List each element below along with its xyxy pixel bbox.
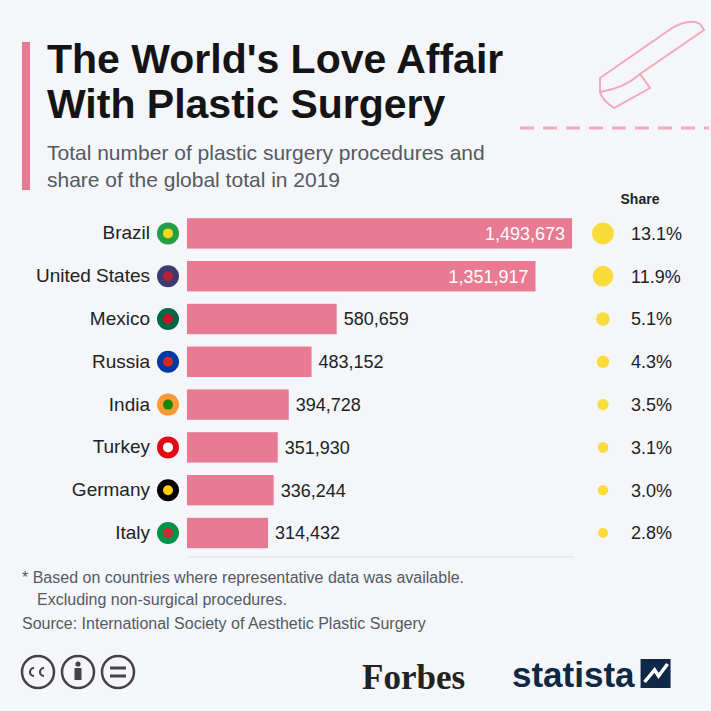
share-column: 13.1% 11.9% 5.1% 4.3% 3.5% 3.1% 3.0% 2.8% (592, 223, 682, 544)
share-label: 3.0% (631, 481, 672, 501)
scalpel-icon (600, 22, 704, 108)
y-tick: Mexico (90, 308, 150, 329)
license-circle (62, 656, 94, 688)
license-cc (30, 668, 44, 676)
share-label: 2.8% (631, 523, 672, 543)
share-label: 4.3% (631, 352, 672, 372)
x-axis-line (188, 556, 575, 557)
category-label: Germany (72, 479, 151, 500)
brand-logo-mark (645, 664, 668, 682)
flag-icon (157, 222, 179, 244)
title-accent (22, 42, 30, 190)
bar (187, 304, 337, 334)
category-label: India (109, 394, 151, 415)
data-label: 483,152 (319, 352, 384, 372)
y-tick: Germany (72, 479, 151, 500)
y-axis: Brazil United States Mexico Russia India Turk… (36, 222, 151, 543)
flags (157, 222, 179, 544)
background (0, 0, 711, 711)
flag-icon-detail (163, 400, 173, 410)
source: Source: International Society of Aesthet… (22, 615, 426, 632)
data-label: 1,351,917 (448, 267, 528, 287)
flag-icon-detail (163, 271, 173, 281)
flag-icon (157, 265, 179, 287)
category-label: Mexico (90, 308, 150, 329)
data-labels: 1,493,673 1,351,917 580,659 483,152 394,728 3… (275, 224, 565, 544)
subtitle-line: Total number of plastic surgery procedur… (47, 141, 485, 164)
flag-icon-detail (163, 442, 173, 452)
flag-icon-detail (163, 228, 173, 238)
brand-logo (641, 659, 671, 688)
flag-icon (157, 436, 179, 458)
bar (187, 218, 572, 248)
share-dot (592, 223, 614, 245)
flag-icon-detail (163, 528, 173, 538)
share-label: 13.1% (631, 224, 682, 244)
title: The World's Love AffairWith Plastic Surg… (47, 36, 503, 127)
data-label: 1,493,673 (485, 224, 565, 244)
category-label: Brazil (102, 222, 150, 243)
license-circle (22, 656, 54, 688)
y-tick: Brazil (102, 222, 150, 243)
category-label: Russia (92, 351, 151, 372)
data-label: 314,432 (275, 523, 340, 543)
bar (187, 347, 312, 377)
share-dot (598, 528, 608, 538)
data-label: 336,244 (281, 481, 346, 501)
share-label: 3.1% (631, 438, 672, 458)
data-label: 351,930 (285, 438, 350, 458)
footnote: * Based on countries where representativ… (22, 569, 464, 586)
flag-icon (157, 522, 179, 544)
bar (187, 261, 536, 291)
flag-icon (157, 308, 179, 330)
flag-icon (157, 351, 179, 373)
category-label: United States (36, 265, 150, 286)
share-dot (597, 356, 609, 368)
bar (187, 389, 289, 419)
dashed-line (520, 127, 709, 130)
bar (187, 475, 274, 505)
share-dot (597, 399, 608, 410)
title-line: The World's Love Affair (47, 36, 503, 82)
flag-icon-detail (163, 314, 173, 324)
share-dot (596, 312, 610, 326)
license-icons (22, 656, 134, 688)
flag-icon (157, 394, 179, 416)
bar (187, 518, 268, 548)
license-by-head (75, 661, 80, 666)
y-tick: United States (36, 265, 150, 286)
title-line: With Plastic Surgery (47, 81, 446, 127)
flag-icon (157, 479, 179, 501)
footnote: Excluding non-surgical procedures. (37, 591, 287, 608)
data-label: 394,728 (296, 395, 361, 415)
flag-icon-detail (163, 357, 173, 367)
share-header: Share (621, 191, 660, 207)
chart: The World's Love AffairWith Plastic Surg… (0, 0, 711, 711)
y-tick: Turkey (93, 436, 151, 457)
y-tick: India (109, 394, 151, 415)
share-label: 11.9% (631, 267, 681, 287)
x-axis (188, 556, 575, 557)
flag-icon-detail (163, 485, 173, 495)
share-dot (598, 485, 608, 495)
share-dot (598, 442, 609, 453)
category-label: Turkey (93, 436, 151, 457)
bar (187, 432, 278, 462)
y-tick: Italy (115, 522, 150, 543)
data-label: 580,659 (344, 309, 409, 329)
share-label: 3.5% (631, 395, 672, 415)
license-nd (110, 668, 126, 676)
bars (187, 218, 572, 548)
license-by-body (75, 668, 82, 680)
brand: Forbes (362, 658, 465, 697)
share-label: 5.1% (631, 309, 672, 329)
y-tick: Russia (92, 351, 151, 372)
brand: statista (512, 655, 635, 694)
subtitle-line: share of the global total in 2019 (47, 168, 340, 191)
license-circle (102, 656, 134, 688)
subtitle: Total number of plastic surgery procedur… (47, 141, 485, 191)
category-label: Italy (115, 522, 150, 543)
share-dot (593, 266, 614, 287)
